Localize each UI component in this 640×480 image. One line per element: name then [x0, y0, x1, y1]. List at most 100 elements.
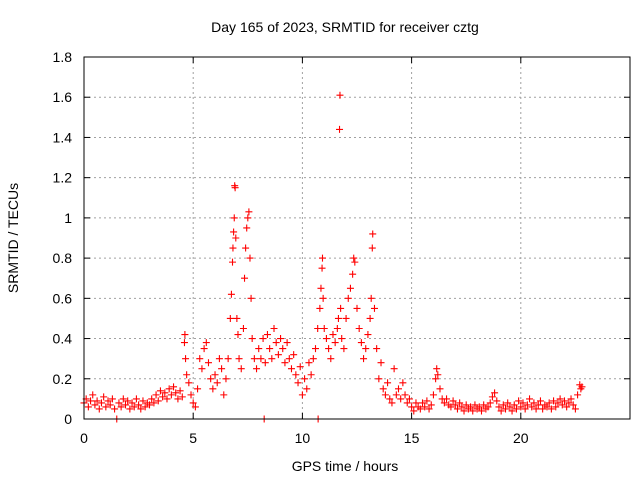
data-point — [245, 208, 253, 216]
x-axis-label: GPS time / hours — [292, 458, 399, 474]
data-point — [237, 365, 245, 373]
data-point — [325, 345, 333, 353]
data-point — [246, 254, 254, 262]
data-point — [130, 403, 138, 411]
data-point — [235, 355, 243, 363]
data-point — [305, 359, 313, 367]
data-point — [89, 391, 97, 399]
data-point — [141, 403, 149, 411]
data-point — [213, 379, 221, 387]
data-point — [150, 399, 158, 407]
data-point — [261, 359, 269, 367]
data-point — [408, 403, 416, 411]
data-point — [298, 391, 306, 399]
data-point — [512, 405, 520, 413]
data-point — [104, 397, 112, 405]
data-point — [119, 395, 127, 403]
data-point — [314, 325, 322, 332]
data-point — [170, 383, 178, 391]
data-point — [451, 401, 459, 409]
data-point — [433, 365, 441, 373]
data-point — [412, 399, 420, 407]
data-point — [429, 391, 437, 399]
data-point — [283, 339, 291, 347]
data-point — [502, 405, 510, 413]
data-point — [215, 355, 223, 363]
data-point — [350, 254, 358, 262]
data-point — [183, 371, 191, 379]
y-tick-label: 0.2 — [53, 371, 73, 387]
data-point — [248, 335, 256, 343]
data-point — [111, 405, 119, 413]
data-point — [369, 230, 377, 238]
data-point — [137, 405, 145, 413]
data-point — [523, 401, 531, 409]
data-point — [154, 397, 162, 405]
data-point — [453, 405, 461, 413]
data-point — [243, 224, 251, 232]
data-point — [244, 214, 252, 222]
data-point — [517, 403, 525, 411]
data-point — [536, 397, 544, 405]
data-point — [319, 294, 327, 302]
y-tick-label: 1 — [64, 210, 72, 226]
data-point — [440, 399, 448, 407]
data-point — [292, 371, 300, 379]
data-point — [526, 395, 534, 403]
data-point — [336, 91, 344, 99]
data-point — [285, 355, 293, 363]
data-point — [486, 399, 494, 407]
y-tick-label: 0.4 — [53, 331, 73, 347]
data-point — [462, 401, 470, 409]
data-point — [156, 387, 164, 395]
data-point — [268, 355, 276, 363]
data-point — [469, 407, 477, 415]
data-point — [159, 393, 167, 401]
data-point — [121, 401, 129, 409]
data-point — [432, 375, 440, 383]
data-point — [475, 403, 483, 411]
data-point — [349, 270, 357, 278]
data-point — [84, 403, 92, 411]
data-point — [270, 325, 278, 332]
data-point — [333, 325, 341, 332]
data-point — [91, 401, 99, 409]
data-point — [488, 393, 496, 401]
x-tick-label: 0 — [80, 430, 88, 446]
data-point — [165, 385, 173, 393]
data-point — [336, 125, 344, 133]
data-point — [484, 403, 492, 411]
data-point — [241, 274, 249, 282]
data-point — [504, 399, 512, 407]
data-point — [231, 184, 239, 192]
data-point — [287, 365, 295, 373]
data-point — [403, 399, 411, 407]
data-point — [567, 395, 575, 403]
data-point — [368, 244, 376, 252]
data-point — [554, 399, 562, 407]
data-point — [508, 407, 516, 415]
y-tick-label: 0 — [64, 411, 72, 427]
data-point — [381, 391, 389, 399]
data-point — [211, 371, 219, 379]
data-point — [571, 405, 579, 413]
data-point — [307, 371, 315, 379]
data-point — [320, 325, 328, 332]
data-point — [456, 399, 464, 407]
data-point — [327, 355, 335, 363]
data-point — [569, 401, 577, 409]
data-point — [355, 325, 363, 332]
y-axis-label: SRMTID / TECUs — [5, 183, 21, 293]
data-point — [384, 379, 392, 387]
data-point — [578, 383, 586, 391]
data-point — [148, 395, 156, 403]
data-point — [259, 335, 267, 343]
data-point — [222, 375, 230, 383]
data-point — [491, 389, 499, 397]
data-point — [480, 401, 488, 409]
data-point — [394, 385, 402, 393]
data-point — [375, 375, 383, 383]
data-point — [174, 395, 182, 403]
data-point — [178, 393, 186, 401]
